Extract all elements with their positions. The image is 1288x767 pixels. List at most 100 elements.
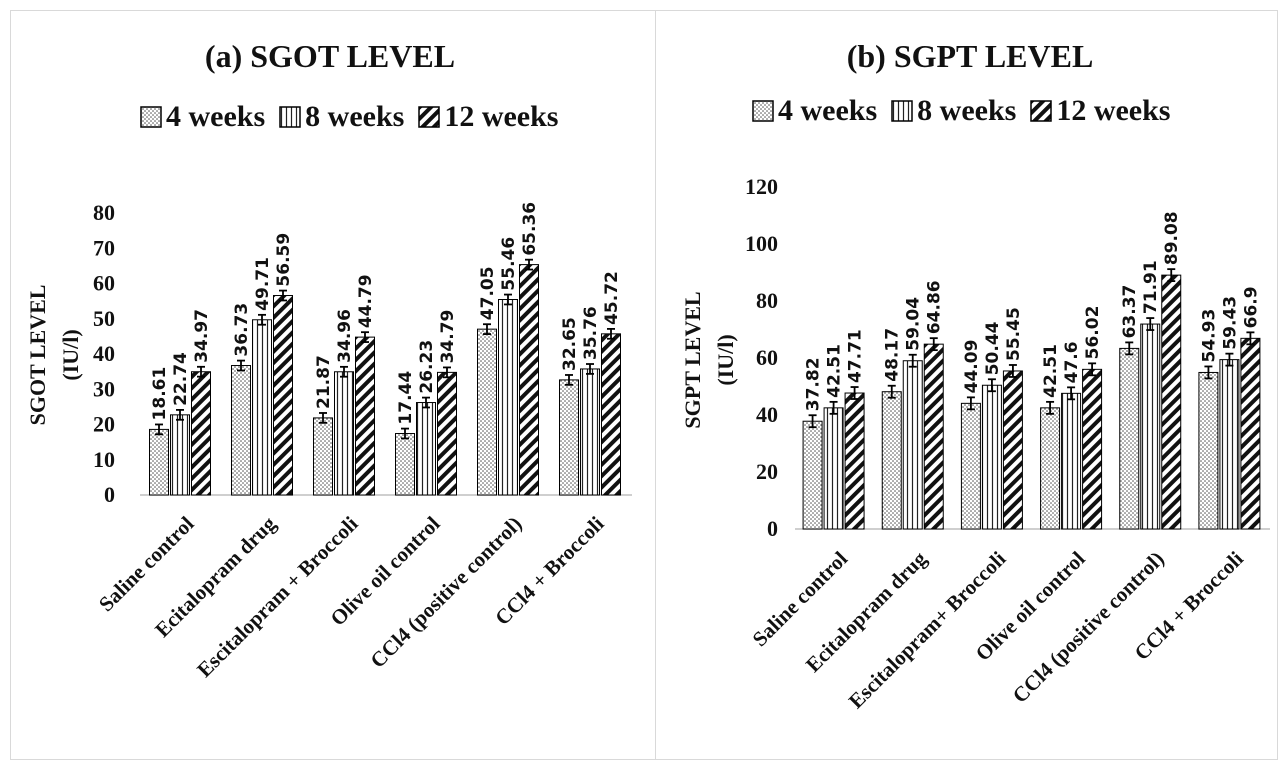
chart-b-data-label: 71.91 [1141, 260, 1161, 314]
chart-a-bar-4-weeks [313, 417, 333, 496]
chart-b-bar-4-weeks [1119, 347, 1140, 530]
chart-a-bar-8-weeks [252, 319, 272, 496]
chart-a-legend: 4 weeks 8 weeks 12 weeks [140, 100, 572, 134]
chart-b-data-label: 56.02 [1083, 306, 1103, 360]
legend-label: 12 weeks [1056, 94, 1171, 127]
chart-b-data-label: 55.45 [1004, 307, 1024, 361]
chart-a-bar-4-weeks [559, 379, 579, 496]
chart-a-data-label: 35.76 [581, 306, 601, 360]
vertical-lines-swatch-icon [279, 106, 301, 128]
chart-b-ytick-label: 80 [756, 288, 778, 313]
chart-b-bar-12-weeks [1002, 370, 1023, 530]
chart-a-title: (a) SGOT LEVEL [204, 38, 456, 74]
chart-b-bar-8-weeks [1219, 359, 1240, 530]
chart-b-bar-4-weeks [1198, 371, 1219, 530]
chart-a-data-label: 21.87 [314, 355, 334, 409]
dotted-swatch-icon [752, 100, 774, 122]
chart-a-data-label: 44.79 [356, 274, 376, 328]
chart-b-ytick-label: 100 [745, 231, 778, 256]
chart-b-ylabel: SGPT LEVEL [680, 291, 705, 428]
chart-b-category-label: Escitalopram+ Broccoli [844, 546, 1011, 713]
chart-b-data-label: 42.51 [825, 344, 845, 398]
chart-b-data-label: 48.17 [883, 328, 903, 382]
diagonal-lines-swatch-icon [418, 106, 441, 128]
figure-frame [10, 10, 1278, 760]
chart-a-bar-12-weeks [191, 371, 211, 496]
chart-b-bar-12-weeks [923, 343, 944, 530]
chart-a-category-label: CCl4 (positive control) [365, 512, 526, 673]
chart-b-bar-4-weeks [802, 420, 823, 530]
chart-b-data-label: 44.09 [962, 340, 982, 394]
chart-a-bar-4-weeks [477, 328, 497, 496]
chart-a-ytick-label: 30 [93, 376, 115, 401]
chart-a-ytick-label: 70 [93, 235, 115, 260]
vertical-lines-swatch-icon [891, 100, 913, 122]
chart-b-data-label: 89.08 [1162, 211, 1182, 265]
chart-a-ytick-label: 20 [93, 412, 115, 437]
legend-item-4-weeks: 4 weeks [140, 100, 265, 134]
chart-b-ytick-label: 0 [767, 516, 778, 541]
chart-a-bar-8-weeks [170, 414, 190, 496]
chart-a-data-label: 36.73 [232, 303, 252, 357]
chart-a-bar-4-weeks [231, 365, 251, 496]
legend-label: 12 weeks [444, 100, 559, 133]
chart-b-bar-8-weeks [1061, 392, 1082, 530]
legend-item-8-weeks: 8 weeks [279, 100, 404, 134]
chart-a-bar-12-weeks [273, 295, 293, 496]
chart-b-data-label: 59.43 [1220, 296, 1240, 350]
chart-a-ylabel: SGOT LEVEL [25, 285, 50, 426]
chart-a-ytick-label: 60 [93, 271, 115, 296]
legend-item-12-weeks: 12 weeks [1030, 94, 1170, 128]
chart-a-data-label: 65.36 [520, 202, 540, 256]
legend-label: 8 weeks [305, 100, 405, 133]
chart-b-data-label: 47.71 [846, 329, 866, 383]
chart-a-data-label: 18.61 [150, 367, 170, 421]
chart-b-data-label: 42.51 [1041, 344, 1061, 398]
chart-b-ytick-label: 40 [756, 402, 778, 427]
chart-a-ylabel-unit: (IU/l) [58, 329, 83, 380]
chart-a-data-label: 55.46 [499, 237, 519, 291]
chart-a-ytick-label: 10 [93, 447, 115, 472]
chart-b-bar-4-weeks [881, 391, 902, 530]
chart-a-data-label: 56.59 [274, 233, 294, 287]
chart-a-bar-8-weeks [580, 368, 600, 496]
chart-a-bar-8-weeks [498, 299, 518, 496]
chart-b-category-label: CCl4 (positive control) [1008, 547, 1169, 708]
chart-b-title: (b) SGPT LEVEL [846, 38, 1094, 74]
dotted-swatch-icon [140, 106, 162, 128]
chart-a-bar-8-weeks [416, 402, 436, 496]
chart-a-data-label: 32.65 [560, 317, 580, 371]
legend-item-8-weeks: 8 weeks [891, 94, 1016, 128]
chart-a-ytick-label: 0 [104, 482, 115, 507]
legend-label: 4 weeks [166, 100, 266, 133]
chart-a-data-label: 22.74 [171, 352, 191, 406]
chart-a-bar-8-weeks [334, 371, 354, 496]
chart-b-ytick-label: 120 [745, 174, 778, 199]
chart-b-data-label: 59.04 [904, 297, 924, 351]
chart-a-data-label: 17.44 [396, 371, 416, 425]
chart-b-bar-12-weeks [1240, 337, 1261, 530]
chart-a-data-label: 47.05 [478, 266, 498, 320]
chart-a-ytick-label: 40 [93, 341, 115, 366]
chart-a-bar-12-weeks [519, 264, 539, 496]
chart-a-data-label: 34.79 [438, 310, 458, 364]
chart-b-bar-8-weeks [902, 360, 923, 530]
chart-b-data-label: 50.44 [983, 321, 1003, 375]
chart-b-ytick-label: 60 [756, 345, 778, 370]
chart-a-category-label: Escitalopram + Broccoli [192, 511, 362, 681]
legend-item-12-weeks: 12 weeks [418, 100, 558, 134]
chart-b-bar-12-weeks [1161, 274, 1182, 530]
chart-b-data-label: 54.93 [1199, 309, 1219, 363]
chart-b-legend: 4 weeks 8 weeks 12 weeks [752, 94, 1184, 128]
chart-b-bar-8-weeks [981, 384, 1002, 530]
chart-b-bar-8-weeks [1140, 323, 1161, 530]
chart-a-bar-12-weeks [601, 333, 621, 496]
chart-b-bar-8-weeks [823, 407, 844, 530]
chart-a-data-label: 49.71 [253, 257, 273, 311]
chart-b-ylabel-unit: (IU/l) [713, 334, 738, 385]
chart-b-bar-12-weeks [844, 392, 865, 530]
chart-a-bar-12-weeks [355, 336, 375, 496]
chart-a-ytick-label: 50 [93, 306, 115, 331]
chart-b-ytick-label: 20 [756, 459, 778, 484]
